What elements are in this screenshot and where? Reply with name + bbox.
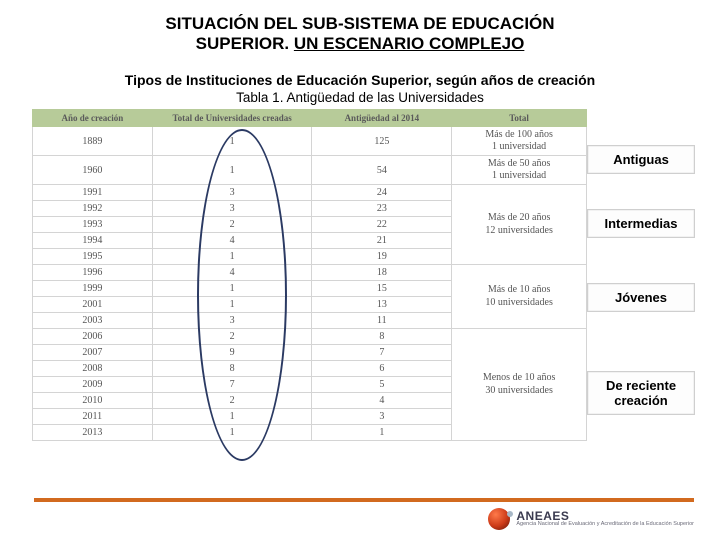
table-wrap: Año de creaciónTotal de Universidades cr… [32,109,587,441]
table-cell: 2013 [33,425,153,441]
table-cell: 1960 [33,156,153,185]
table-group-cell: Más de 50 años1 universidad [452,156,587,185]
table-cell: 9 [152,345,312,361]
table-group-cell: Más de 10 años10 universidades [452,265,587,329]
table-cell: 54 [312,156,452,185]
table-row: 1996418Más de 10 años10 universidades [33,265,587,281]
logo-subtitle: Agencia Nacional de Evaluación y Acredit… [516,522,694,528]
table-cell: 1 [152,127,312,156]
table-cell: 1994 [33,233,153,249]
table-group-cell: Más de 20 años12 universidades [452,185,587,265]
table-cell: 1 [152,409,312,425]
table-cell: 2 [152,393,312,409]
title-line-2: SUPERIOR. UN ESCENARIO COMPLEJO [40,34,680,54]
table-cell: 4 [152,233,312,249]
table-cell: 1992 [33,201,153,217]
logo-sphere-icon [488,508,510,530]
title-line-2-plain: SUPERIOR. [196,34,294,53]
table-header-cell: Antigüedad al 2014 [312,110,452,127]
table-header-cell: Total [452,110,587,127]
table-cell: 15 [312,281,452,297]
table-cell: 8 [312,329,452,345]
table-cell: 1 [152,156,312,185]
table-row: 1960154Más de 50 años1 universidad [33,156,587,185]
table-cell: 3 [152,201,312,217]
category-badge: Intermedias [587,209,695,238]
table-body: 18891125Más de 100 años1 universidad1960… [33,127,587,441]
table-group-cell: Menos de 10 años30 universidades [452,329,587,441]
table-cell: 2 [152,329,312,345]
table-cell: 2006 [33,329,153,345]
table-cell: 2011 [33,409,153,425]
table-cell: 5 [312,377,452,393]
table-cell: 7 [312,345,452,361]
table-cell: 11 [312,313,452,329]
table-cell: 2009 [33,377,153,393]
table-cell: 18 [312,265,452,281]
table-cell: 21 [312,233,452,249]
table-cell: 1889 [33,127,153,156]
table-cell: 13 [312,297,452,313]
table-cell: 4 [312,393,452,409]
table-cell: 2003 [33,313,153,329]
table-cell: 2010 [33,393,153,409]
table-cell: 1993 [33,217,153,233]
table-row: 200628Menos de 10 años30 universidades [33,329,587,345]
table-cell: 19 [312,249,452,265]
universities-table: Año de creaciónTotal de Universidades cr… [32,109,587,441]
side-labels: Antiguas Intermedias Jóvenes De recientecre… [587,109,692,469]
table-cell: 2 [152,217,312,233]
table-cell: 1996 [33,265,153,281]
table-row: 18891125Más de 100 años1 universidad [33,127,587,156]
table-cell: 1 [152,281,312,297]
table-header-cell: Total de Universidades creadas [152,110,312,127]
footer: ANEAES Agencia Nacional de Evaluación y … [0,498,720,540]
table-cell: 24 [312,185,452,201]
table-cell: 8 [152,361,312,377]
title-line-1: SITUACIÓN DEL SUB-SISTEMA DE EDUCACIÓN [40,14,680,34]
table-cell: 1 [152,425,312,441]
table-cell: 6 [312,361,452,377]
table-group-cell: Más de 100 años1 universidad [452,127,587,156]
category-badge: Antiguas [587,145,695,174]
table-cell: 2007 [33,345,153,361]
subtitle: Tipos de Instituciones de Educación Supe… [0,72,720,88]
logo-block: ANEAES Agencia Nacional de Evaluación y … [34,508,694,530]
title-line-2-underline: UN ESCENARIO COMPLEJO [294,34,524,53]
footer-divider [34,498,694,502]
table-cell: 1 [152,297,312,313]
category-badge: Jóvenes [587,283,695,312]
table-caption: Tabla 1. Antigüedad de las Universidades [0,90,720,105]
table-cell: 4 [152,265,312,281]
table-cell: 3 [152,185,312,201]
table-row: 1991324Más de 20 años12 universidades [33,185,587,201]
table-cell: 22 [312,217,452,233]
slide-title: SITUACIÓN DEL SUB-SISTEMA DE EDUCACIÓN S… [0,0,720,58]
table-header-row: Año de creaciónTotal de Universidades cr… [33,110,587,127]
table-cell: 23 [312,201,452,217]
table-cell: 3 [312,409,452,425]
logo-text: ANEAES Agencia Nacional de Evaluación y … [516,510,694,528]
table-header-cell: Año de creación [33,110,153,127]
content-row: Año de creaciónTotal de Universidades cr… [0,109,720,469]
table-cell: 1 [312,425,452,441]
table-cell: 125 [312,127,452,156]
table-cell: 7 [152,377,312,393]
table-cell: 1 [152,249,312,265]
table-cell: 1999 [33,281,153,297]
table-cell: 2008 [33,361,153,377]
table-cell: 3 [152,313,312,329]
category-badge: De recientecreación [587,371,695,415]
table-cell: 1995 [33,249,153,265]
table-cell: 1991 [33,185,153,201]
table-cell: 2001 [33,297,153,313]
